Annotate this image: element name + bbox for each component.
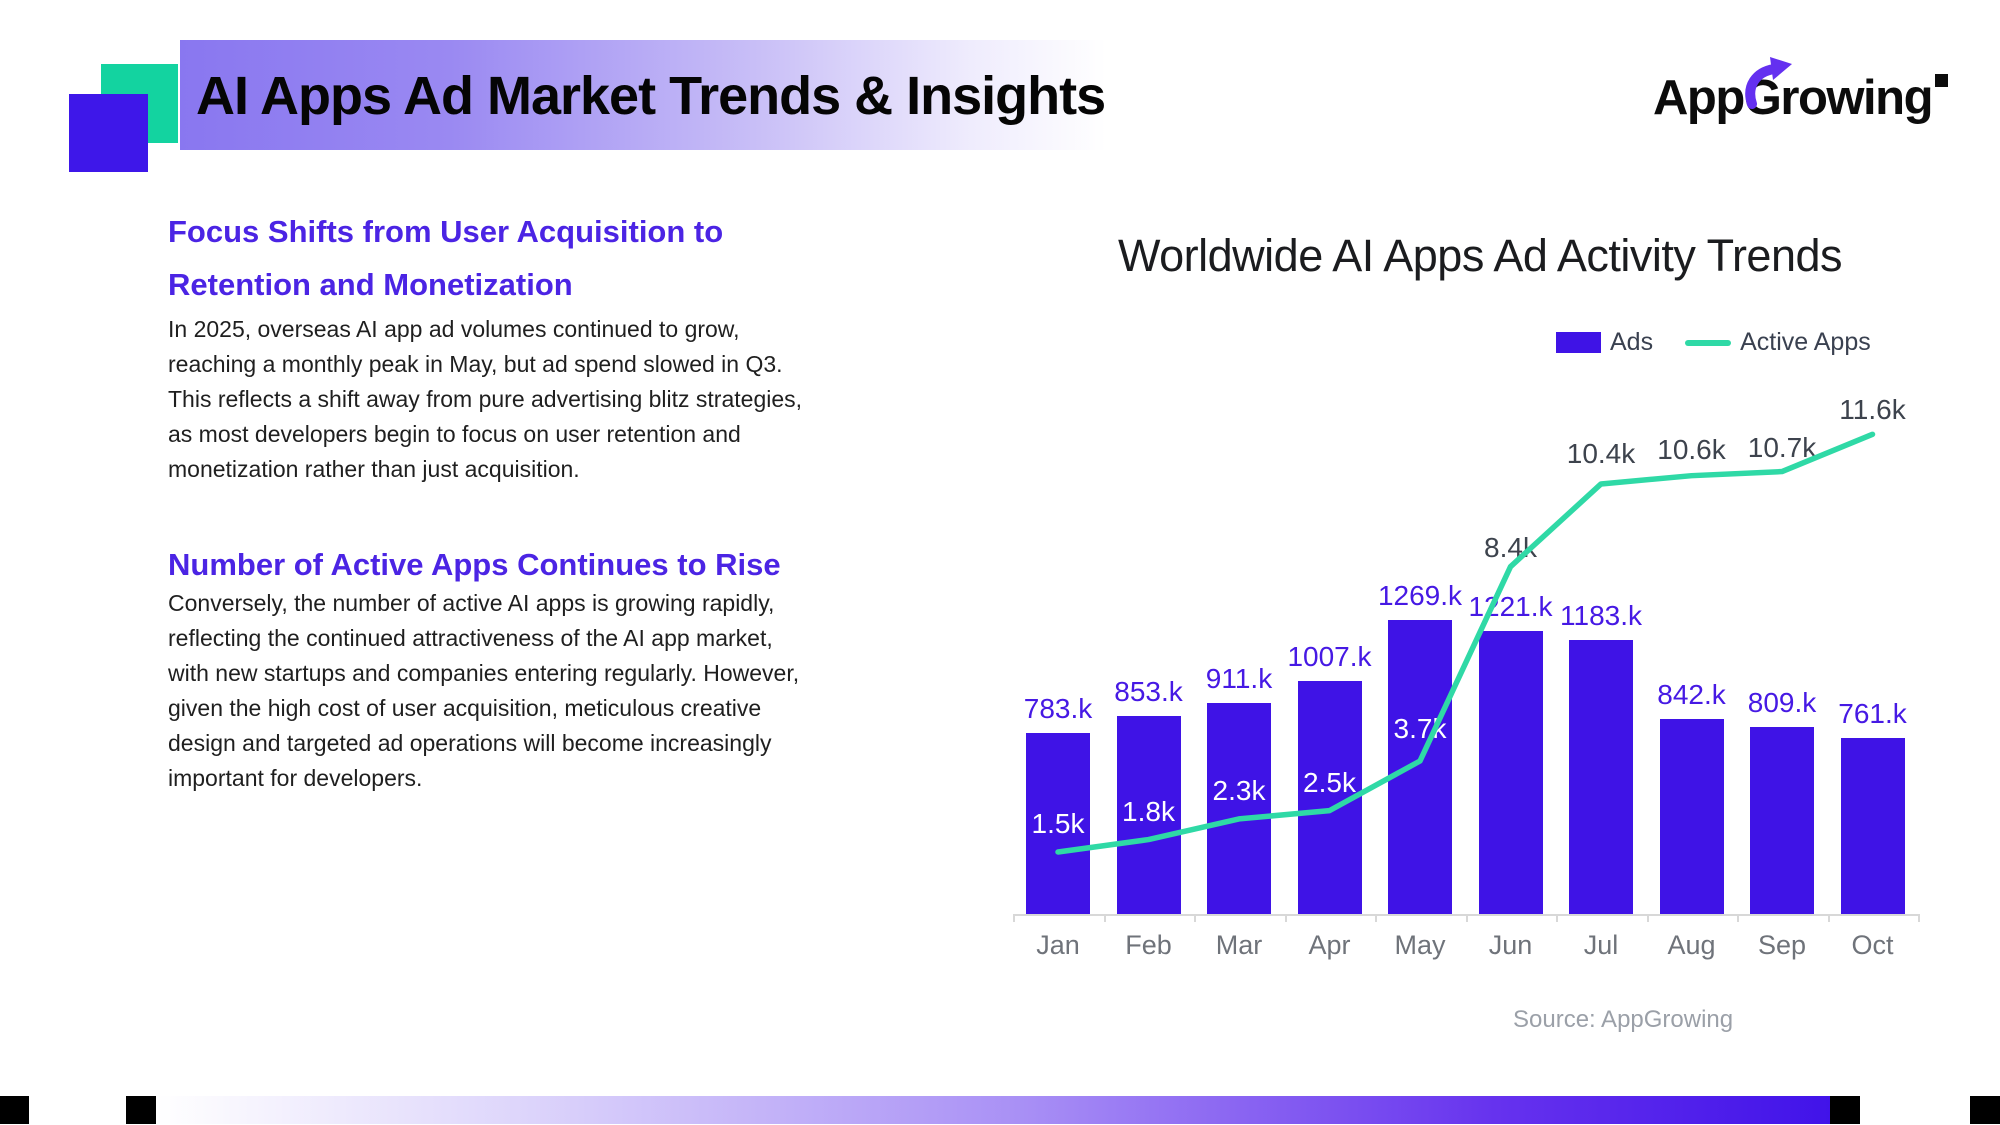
- month-label-Jul: Jul: [1583, 930, 1619, 960]
- logo-square-mark: [1935, 74, 1948, 87]
- x-axis-tick: [1194, 914, 1196, 922]
- source-caption: Source: AppGrowing: [1513, 1006, 1734, 1033]
- page-title: AI Apps Ad Market Trends & Insights: [196, 66, 1106, 126]
- month-label-Jun: Jun: [1488, 930, 1533, 960]
- x-axis-tick: [1827, 914, 1830, 922]
- ads-bar-Jul: [1569, 640, 1633, 914]
- month-label-Oct: Oct: [1851, 930, 1894, 960]
- logo-g: G: [1744, 57, 1792, 126]
- legend-active-apps-swatch: [1685, 339, 1732, 346]
- x-axis-tick: [1375, 914, 1377, 922]
- ads-value-label: 783.k: [1023, 693, 1093, 724]
- ads-bar-Aug: [1659, 719, 1724, 914]
- x-axis-tick: [1646, 914, 1649, 922]
- growth-arrow-icon: [1745, 57, 1792, 109]
- chart-title: Worldwide AI Apps Ad Activity Trends: [1117, 230, 1843, 281]
- appgrowing-logo: App G rowing: [1653, 57, 1948, 130]
- legend-ads-swatch: [1556, 332, 1601, 353]
- ads-value-label: 853.k: [1114, 676, 1183, 707]
- month-label-Aug: Aug: [1667, 930, 1716, 960]
- x-axis-tick: [1103, 914, 1106, 922]
- x-axis-tick: [1737, 914, 1739, 922]
- x-axis-tick: [1918, 914, 1920, 922]
- ads-bar-Oct: [1840, 738, 1905, 914]
- apps-value-label: 10.7k: [1747, 431, 1817, 463]
- legend-ads-label: Ads: [1610, 328, 1654, 356]
- ads-bar-May: [1388, 620, 1452, 914]
- month-label-Feb: Feb: [1125, 930, 1172, 960]
- footer-square-3: [1830, 1096, 1860, 1124]
- footer-gradient-bar: [156, 1096, 1830, 1124]
- x-axis-tick: [1284, 914, 1287, 922]
- apps-value-label: 10.4k: [1566, 437, 1636, 469]
- heading-active-apps: Number of Active Apps Continues to Rise: [168, 547, 781, 582]
- x-axis-tick: [1465, 914, 1468, 922]
- paragraph-ad-volumes: In 2025, overseas AI app ad volumes cont…: [168, 316, 803, 482]
- ads-value-label: 1221.k: [1468, 591, 1553, 622]
- legend-active-apps-label: Active Apps: [1740, 328, 1871, 356]
- apps-value-label: 11.6k: [1839, 394, 1906, 426]
- x-axis-tick: [1013, 914, 1015, 922]
- active-apps-trend-line: [1055, 431, 1876, 855]
- ads-value-label: 1007.k: [1287, 641, 1372, 672]
- ads-bar-Mar: [1207, 703, 1271, 914]
- chart-legend: Ads Active Apps: [1556, 328, 1871, 357]
- logo-text-right: rowing: [1780, 71, 1933, 125]
- month-label-Sep: Sep: [1757, 930, 1807, 960]
- ads-value-label: 911.k: [1205, 663, 1273, 694]
- paragraph-active-apps: Conversely, the number of active AI apps…: [168, 590, 800, 791]
- header-banner: AI Apps Ad Market Trends & Insights: [180, 40, 1145, 150]
- ads-bar-Feb: [1116, 716, 1181, 914]
- ads-value-label: 809.k: [1747, 687, 1817, 718]
- month-label-May: May: [1394, 930, 1446, 960]
- apps-value-label: 2.5k: [1303, 766, 1356, 798]
- footer-square-4: [1970, 1096, 2000, 1124]
- month-label-Mar: Mar: [1215, 930, 1263, 960]
- footer-square-1: [0, 1096, 29, 1124]
- month-label-Apr: Apr: [1308, 930, 1351, 960]
- x-axis-tick: [1556, 914, 1558, 922]
- ads-value-label: 842.k: [1657, 679, 1726, 710]
- ads-value-label: 761.k: [1838, 698, 1907, 729]
- ads-bar-Jun: [1478, 631, 1543, 914]
- ads-bar-Sep: [1750, 727, 1814, 914]
- footer-square-2: [126, 1096, 156, 1124]
- logo-text-left: App: [1653, 71, 1745, 125]
- deco-square-purple: [69, 94, 148, 172]
- apps-value-label: 1.5k: [1031, 807, 1085, 839]
- heading-focus-shifts: Focus Shifts from User Acquisition to Re…: [168, 214, 724, 302]
- month-label-Jan: Jan: [1036, 930, 1080, 960]
- ads-value-label: 1269.k: [1377, 580, 1463, 611]
- apps-value-label: 10.6k: [1657, 433, 1726, 465]
- ads-value-label: 1183.k: [1560, 600, 1642, 631]
- apps-value-label: 2.3k: [1212, 774, 1266, 806]
- apps-value-label: 1.8k: [1122, 795, 1175, 827]
- ads-bar-Jan: [1026, 733, 1090, 914]
